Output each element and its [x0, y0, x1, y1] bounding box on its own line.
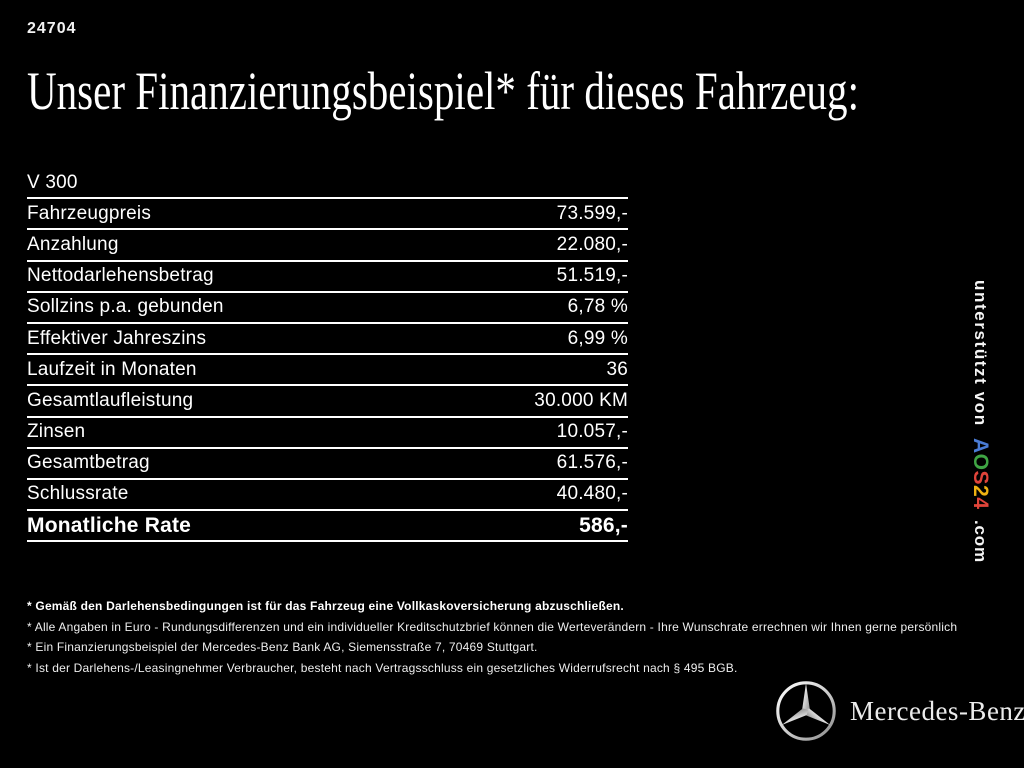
- mercedes-benz-logo: Mercedes-Benz: [775, 680, 1024, 742]
- table-row: Gesamtbetrag 61.576,-: [27, 449, 628, 480]
- mercedes-star-icon: [776, 681, 836, 741]
- table-row: Schlussrate 40.480,-: [27, 480, 628, 512]
- row-value: 6,99 %: [567, 327, 628, 349]
- total-value: 586,-: [579, 513, 628, 537]
- aos24-letter: 4: [969, 497, 992, 510]
- footnote-euro-disclaimer: * Alle Angaben in Euro - Rundungsdiffere…: [27, 619, 958, 634]
- table-row-model: V 300: [27, 168, 628, 200]
- financing-table: V 300 Fahrzeugpreis 73.599,- Anzahlung 2…: [27, 168, 628, 543]
- supported-by-label: unterstützt von: [971, 280, 990, 427]
- row-label: Zinsen: [27, 421, 86, 443]
- row-value: 61.576,-: [556, 452, 628, 474]
- footnote-bank-address: * Ein Finanzierungsbeispiel der Mercedes…: [27, 640, 538, 654]
- vehicle-id-number: 24704: [27, 20, 77, 37]
- aos24-domain-suffix: .com: [971, 520, 990, 564]
- row-value: 30.000 KM: [534, 389, 628, 411]
- aos24-letter: 2: [969, 484, 992, 497]
- row-label: Gesamtbetrag: [27, 452, 150, 474]
- table-row: Zinsen 10.057,-: [27, 418, 628, 449]
- row-value: 36: [606, 358, 628, 380]
- table-row: Fahrzeugpreis 73.599,-: [27, 199, 628, 231]
- footnote-insurance: * Gemäß den Darlehensbedingungen ist für…: [27, 599, 624, 613]
- row-label: Anzahlung: [27, 233, 119, 255]
- table-row: Laufzeit in Monaten 36: [27, 355, 628, 387]
- table-row: Gesamtlaufleistung 30.000 KM: [27, 386, 628, 418]
- row-label: Laufzeit in Monaten: [27, 358, 197, 380]
- aos24-letter: O: [969, 453, 992, 471]
- aos24-letter: S: [969, 470, 992, 485]
- row-value: 40.480,-: [556, 483, 628, 505]
- table-row: Nettodarlehensbetrag 51.519,-: [27, 262, 628, 293]
- row-value: 6,78 %: [567, 296, 628, 318]
- model-name: V 300: [27, 171, 78, 193]
- row-label: Schlussrate: [27, 483, 129, 505]
- aos24-logo: AOS24: [968, 438, 992, 509]
- table-row: Sollzins p.a. gebunden 6,78 %: [27, 293, 628, 324]
- row-label: Sollzins p.a. gebunden: [27, 296, 224, 318]
- row-value: 73.599,-: [556, 202, 628, 224]
- row-label: Fahrzeugpreis: [27, 202, 152, 224]
- row-value: 51.519,-: [556, 265, 628, 287]
- row-label: Gesamtlaufleistung: [27, 389, 194, 411]
- aos24-letter: A: [969, 437, 992, 454]
- row-label: Nettodarlehensbetrag: [27, 265, 214, 287]
- supported-by-credit: unterstützt von AOS24 .com: [968, 280, 992, 563]
- total-label: Monatliche Rate: [27, 513, 192, 537]
- row-value: 10.057,-: [556, 421, 628, 443]
- table-row: Anzahlung 22.080,-: [27, 230, 628, 262]
- mercedes-benz-wordmark: Mercedes-Benz: [850, 696, 1024, 726]
- row-value: 22.080,-: [556, 233, 628, 255]
- footnote-withdrawal-right: * Ist der Darlehens-/Leasingnehmer Verbr…: [27, 660, 738, 675]
- footnotes: * Gemäß den Darlehensbedingungen ist für…: [27, 600, 1017, 682]
- row-label: Effektiver Jahreszins: [27, 327, 207, 349]
- table-row: Effektiver Jahreszins 6,99 %: [27, 324, 628, 356]
- table-row-monthly-rate: Monatliche Rate 586,-: [27, 511, 628, 543]
- page-title: Unser Finanzierungsbeispiel* für dieses …: [27, 61, 859, 121]
